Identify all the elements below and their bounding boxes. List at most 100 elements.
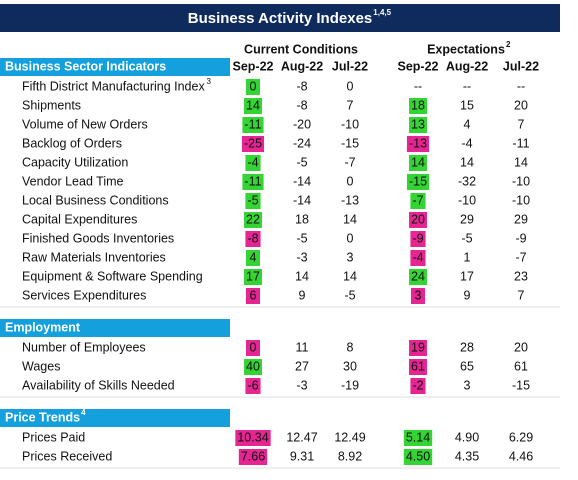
cell-value: -11 bbox=[244, 117, 261, 131]
cell-highlight bbox=[409, 117, 427, 133]
cell-value: -- bbox=[463, 79, 471, 93]
cell-value: 0 bbox=[250, 79, 257, 93]
cell-value: 0 bbox=[347, 231, 354, 245]
cell-value: -10 bbox=[512, 193, 530, 207]
row-label: Capacity Utilization bbox=[22, 155, 128, 169]
cell-value: 4.90 bbox=[455, 430, 479, 444]
row-label: Finished Goods Inventories bbox=[22, 231, 174, 245]
cell-value: 61 bbox=[514, 359, 528, 373]
cell-value: -20 bbox=[293, 117, 311, 131]
cell-value: -2 bbox=[412, 378, 423, 392]
cell-highlight bbox=[235, 430, 271, 446]
cell-highlight bbox=[244, 212, 262, 228]
column-header: Sep-22 bbox=[233, 59, 274, 73]
cell-highlight bbox=[409, 340, 427, 356]
section-bar bbox=[0, 319, 230, 337]
cell-value: -7 bbox=[412, 193, 423, 207]
cell-value: -4 bbox=[412, 250, 423, 264]
cell-value: 7 bbox=[518, 288, 525, 302]
cell-highlight bbox=[242, 174, 264, 190]
cell-value: -8 bbox=[296, 79, 307, 93]
cell-value: -5 bbox=[344, 288, 355, 302]
cell-highlight bbox=[244, 269, 262, 285]
cell-value: 7.66 bbox=[241, 449, 265, 463]
title: Business Activity Indexes bbox=[188, 10, 373, 27]
cell-value: 14 bbox=[460, 155, 474, 169]
cell-highlight bbox=[245, 378, 261, 394]
row-label: Services Expenditures bbox=[22, 288, 146, 302]
cell-value: 14 bbox=[411, 155, 425, 169]
row-label: Capital Expenditures bbox=[22, 212, 137, 226]
cell-value: -14 bbox=[293, 193, 311, 207]
cell-highlight bbox=[406, 174, 430, 190]
cell-value: 5.14 bbox=[406, 430, 430, 444]
cell-value: -13 bbox=[341, 193, 359, 207]
row-label: Backlog of Orders bbox=[22, 136, 122, 150]
cell-value: -13 bbox=[409, 136, 427, 150]
column-header: Aug-22 bbox=[446, 59, 488, 73]
cell-value: -9 bbox=[412, 231, 423, 245]
cell-value: 9 bbox=[464, 288, 471, 302]
cell-value: -5 bbox=[296, 231, 307, 245]
cell-value: -7 bbox=[344, 155, 355, 169]
row-label: Equipment & Software Spending bbox=[22, 269, 203, 283]
cell-highlight bbox=[403, 430, 433, 446]
cell-value: -- bbox=[414, 79, 422, 93]
cell-value: 22 bbox=[246, 212, 260, 226]
row-label: Availability of Skills Needed bbox=[22, 378, 175, 392]
cell-value: 8.92 bbox=[338, 449, 362, 463]
cell-value: 13 bbox=[411, 117, 425, 131]
cell-highlight bbox=[244, 98, 262, 114]
cell-highlight bbox=[246, 79, 260, 95]
cell-value: -25 bbox=[244, 136, 262, 150]
cell-highlight bbox=[409, 359, 427, 375]
row-label: Prices Paid bbox=[22, 430, 85, 444]
cell-value: 0 bbox=[347, 174, 354, 188]
cell-value: 24 bbox=[411, 269, 425, 283]
row-label: Number of Employees bbox=[22, 340, 146, 354]
column-header: Aug-22 bbox=[281, 59, 323, 73]
cell-value: 61 bbox=[411, 359, 425, 373]
cell-highlight bbox=[410, 378, 426, 394]
cell-highlight bbox=[409, 269, 427, 285]
group-header: Current Conditions bbox=[244, 42, 358, 56]
section-note: 4 bbox=[81, 408, 86, 417]
cell-value: 0 bbox=[347, 79, 354, 93]
cell-value: 6.29 bbox=[509, 430, 533, 444]
cell-value: -15 bbox=[512, 378, 530, 392]
cell-value: 4.35 bbox=[455, 449, 479, 463]
cell-highlight bbox=[246, 250, 260, 266]
title-bar bbox=[0, 4, 560, 32]
cell-value: -5 bbox=[247, 193, 258, 207]
cell-value: 14 bbox=[514, 155, 528, 169]
cell-value: 6 bbox=[250, 288, 257, 302]
column-header: Sep-22 bbox=[398, 59, 439, 73]
cell-highlight bbox=[403, 449, 433, 465]
cell-highlight bbox=[409, 155, 427, 171]
section-bar bbox=[0, 58, 230, 76]
cell-value: 12.47 bbox=[286, 430, 317, 444]
cell-value: -24 bbox=[293, 136, 311, 150]
cell-value: 20 bbox=[514, 98, 528, 112]
section-bar bbox=[0, 409, 230, 427]
cell-highlight bbox=[245, 155, 261, 171]
cell-value: -14 bbox=[293, 174, 311, 188]
cell-value: 17 bbox=[460, 269, 474, 283]
cell-value: 7 bbox=[518, 117, 525, 131]
cell-value: 9.31 bbox=[290, 449, 314, 463]
row-label: Shipments bbox=[22, 98, 81, 112]
cell-value: -8 bbox=[247, 231, 258, 245]
cell-value: 9 bbox=[299, 288, 306, 302]
cell-highlight bbox=[245, 231, 261, 247]
cell-highlight bbox=[409, 98, 427, 114]
group-note: 2 bbox=[506, 40, 511, 49]
cell-value: -- bbox=[517, 79, 525, 93]
cell-value: -10 bbox=[512, 174, 530, 188]
cell-highlight bbox=[241, 136, 265, 152]
cell-highlight bbox=[409, 212, 427, 228]
cell-highlight bbox=[246, 288, 260, 304]
column-header: Jul-22 bbox=[503, 59, 539, 73]
cell-highlight bbox=[410, 250, 426, 266]
cell-value: 14 bbox=[343, 212, 357, 226]
cell-value: -11 bbox=[244, 174, 261, 188]
